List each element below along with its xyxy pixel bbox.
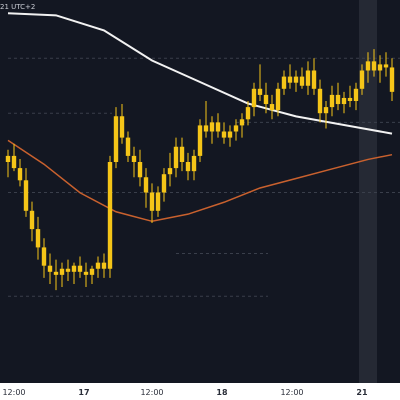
ma-long-line xyxy=(7,12,393,135)
candle-body-58 xyxy=(353,88,359,101)
candle-body-45 xyxy=(275,88,281,111)
time-axis-svg: 12:00 17 12:00 18 12:00 21 xyxy=(2,388,368,397)
candle-body-40 xyxy=(245,107,251,120)
x-tick-label: 18 xyxy=(216,388,228,397)
date-header: 21 UTC+2 xyxy=(0,3,36,11)
candle-body-10 xyxy=(65,268,71,272)
candle-body-12 xyxy=(77,265,83,272)
candle-body-36 xyxy=(221,131,227,138)
candle-body-30 xyxy=(185,162,191,172)
ma-short-line xyxy=(7,139,393,223)
candle-body-27 xyxy=(167,168,173,175)
candle-body-37 xyxy=(227,131,233,138)
candle-body-6 xyxy=(41,247,47,266)
candle-body-31 xyxy=(191,155,197,172)
candle-body-56 xyxy=(341,97,347,105)
candle-body-63 xyxy=(383,64,389,68)
chart-area[interactable]: 21 UTC+2 xyxy=(0,0,400,383)
candle-body-13 xyxy=(83,271,89,275)
candle-body-11 xyxy=(71,265,77,272)
candle-body-39 xyxy=(239,119,245,126)
candle-body-0 xyxy=(5,155,11,162)
candle-body-26 xyxy=(161,174,167,193)
candle-body-52 xyxy=(317,88,323,114)
candle-body-49 xyxy=(299,76,305,86)
candle-body-4 xyxy=(29,210,35,230)
candle-body-2 xyxy=(17,168,23,181)
candle-body-32 xyxy=(197,125,203,156)
candle-body-1 xyxy=(11,155,17,169)
candle-body-33 xyxy=(203,125,209,132)
candle-body-44 xyxy=(269,104,275,111)
candle-body-29 xyxy=(179,146,185,162)
candle-body-20 xyxy=(125,137,131,156)
candle-body-3 xyxy=(23,180,29,211)
candle-body-48 xyxy=(293,76,299,83)
candle-body-16 xyxy=(101,262,107,269)
candle-body-21 xyxy=(131,155,137,162)
candle-body-24 xyxy=(149,192,155,211)
candle-body-50 xyxy=(305,70,311,86)
candle-body-7 xyxy=(47,265,53,272)
candle-body-53 xyxy=(323,107,329,114)
candle-body-42 xyxy=(257,88,263,95)
candle-body-19 xyxy=(119,116,125,138)
candle-body-38 xyxy=(233,125,239,132)
candle-body-15 xyxy=(95,262,101,269)
candle-body-61 xyxy=(371,61,377,71)
candle-body-23 xyxy=(143,177,149,193)
time-axis: 12:00 17 12:00 18 12:00 21 xyxy=(0,383,400,400)
candle-body-64 xyxy=(389,67,395,92)
candle-body-9 xyxy=(59,268,65,275)
x-tick-label: 12:00 xyxy=(2,388,25,397)
candle-body-47 xyxy=(287,76,293,83)
candle-body-28 xyxy=(173,146,179,169)
candle-body-60 xyxy=(365,61,371,71)
candle-body-55 xyxy=(335,94,341,105)
candle-body-25 xyxy=(155,192,161,211)
candle-body-41 xyxy=(251,88,257,108)
x-tick-label: 21 xyxy=(356,388,368,397)
candle-body-54 xyxy=(329,94,335,108)
x-tick-label: 12:00 xyxy=(280,388,303,397)
x-tick-label: 12:00 xyxy=(140,388,163,397)
candle-body-34 xyxy=(209,122,215,132)
candle-body-46 xyxy=(281,76,287,89)
candle-body-43 xyxy=(263,94,269,105)
candle-body-57 xyxy=(347,97,353,101)
x-tick-label: 17 xyxy=(78,388,89,397)
highlight-band xyxy=(359,0,377,383)
candle-body-18 xyxy=(113,116,119,162)
candle-body-8 xyxy=(53,271,59,275)
candle-body-14 xyxy=(89,268,95,275)
candle-body-62 xyxy=(377,64,383,71)
candle-body-17 xyxy=(107,162,113,269)
candle-body-5 xyxy=(35,229,41,248)
plot-svg xyxy=(5,0,400,383)
candle-body-59 xyxy=(359,70,365,89)
candle-body-35 xyxy=(215,122,221,132)
candle-body-22 xyxy=(137,162,143,178)
candle-body-51 xyxy=(311,70,317,89)
